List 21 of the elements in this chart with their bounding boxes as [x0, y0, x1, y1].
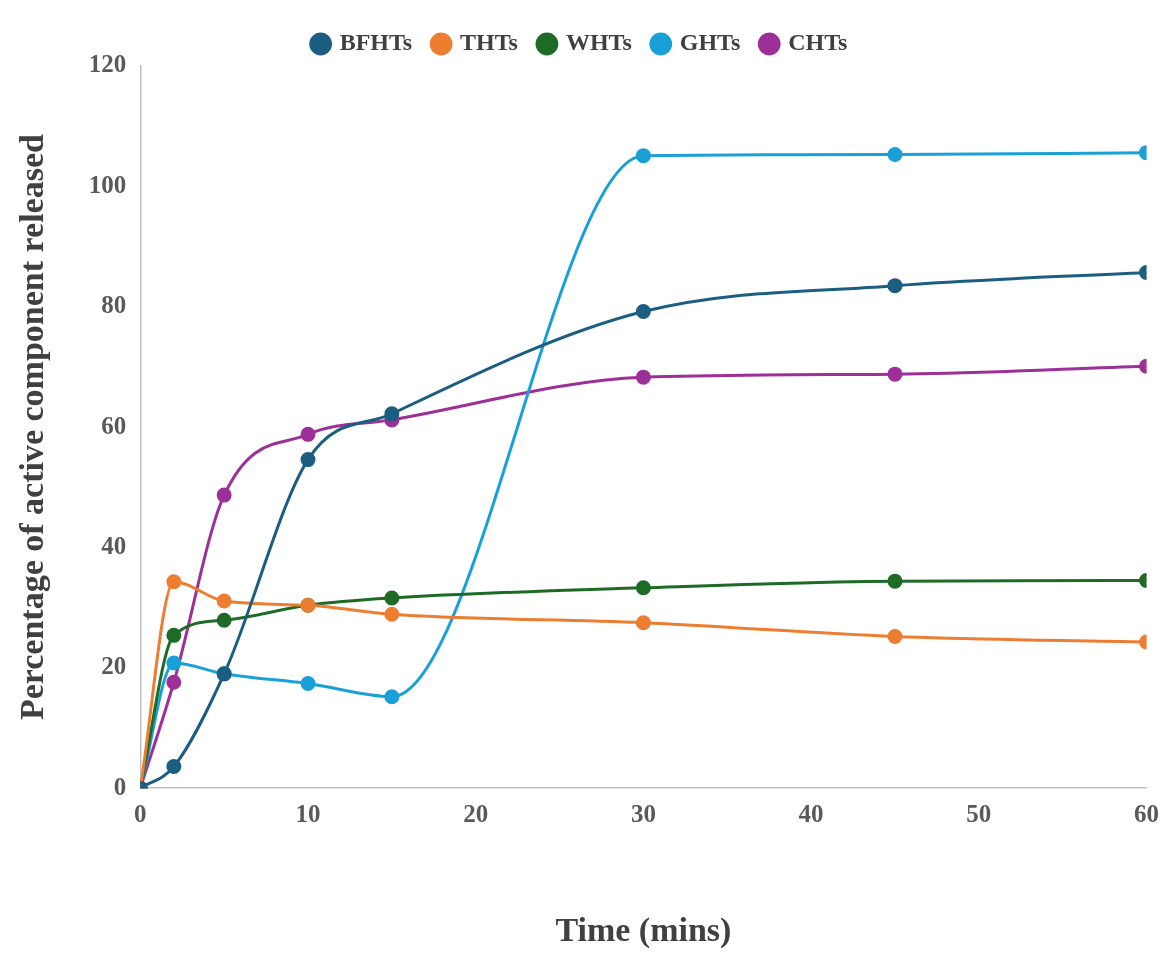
y-tick-label: 0: [113, 772, 127, 800]
legend-label: BFHTs: [339, 29, 413, 56]
legend-label: WHTs: [565, 29, 632, 56]
x-axis-title: Time (mins): [555, 911, 732, 950]
legend-label: GHTs: [679, 29, 741, 56]
x-tick-label: 40: [798, 799, 824, 827]
x-tick-label: 60: [1134, 799, 1159, 827]
y-tick-label: 80: [101, 291, 127, 319]
y-axis-title: Percentage of active component released: [13, 134, 51, 721]
x-tick-label: 30: [630, 799, 656, 827]
y-tick-label: 100: [88, 170, 127, 198]
x-tick-label: 50: [966, 799, 992, 827]
y-tick-label: 20: [101, 652, 127, 680]
x-tick-label: 10: [295, 799, 321, 827]
y-tick-label: 40: [101, 531, 127, 559]
y-tick-label: 120: [88, 50, 127, 78]
x-tick-label: 0: [134, 799, 147, 827]
legend-label: THTs: [460, 29, 518, 56]
legend-label: CHTs: [788, 29, 848, 56]
y-tick-label: 60: [101, 411, 127, 439]
x-tick-label: 20: [463, 799, 489, 827]
